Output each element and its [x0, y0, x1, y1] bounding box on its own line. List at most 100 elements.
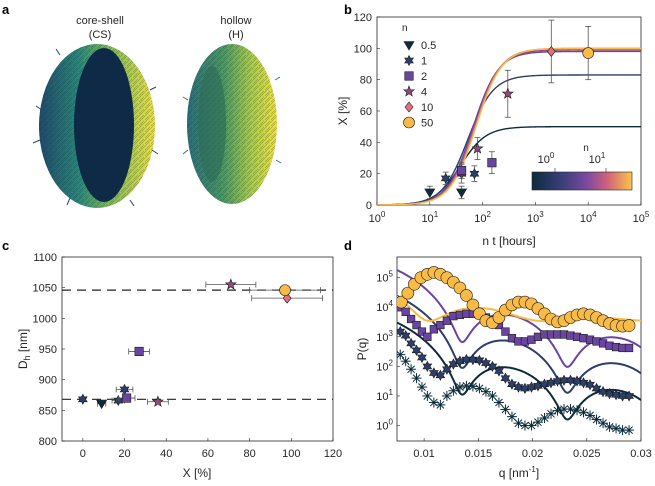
d-point-n0.5-stroke — [475, 384, 484, 393]
d-point-n2 — [412, 320, 421, 330]
d-point-n1 — [494, 365, 504, 377]
legend-label-n4: 4 — [421, 87, 427, 99]
panel-label-d: d — [344, 238, 352, 253]
d-point-n0.5 — [411, 373, 422, 384]
panel-label-c: c — [2, 238, 9, 253]
colorbar-tick-0-exp: 0 — [550, 151, 555, 160]
d-xtick-label: 0.01 — [413, 448, 434, 460]
d-point-n0.5 — [435, 399, 446, 410]
colorbar-tick-0: 100 — [538, 151, 555, 166]
d-point-n0.5 — [406, 364, 417, 375]
c-point-n4 — [151, 395, 164, 407]
b-xtick-label-base: 10 — [369, 213, 381, 225]
d-point-n0.5-stroke — [456, 383, 464, 391]
b-ytick-label: 100 — [354, 43, 372, 55]
panel-d-axes-box — [396, 256, 642, 442]
d-point-n1 — [513, 381, 524, 393]
d-point-n0.5-stroke — [560, 405, 568, 413]
d-point-n0.5 — [474, 383, 485, 394]
hollow-title-line2: (H) — [228, 29, 243, 41]
d-point-n50 — [397, 295, 408, 309]
b-xtick-label-exp: 2 — [486, 210, 491, 219]
d-point-n0.5 — [539, 412, 550, 423]
d-point-n0.5-stroke — [540, 414, 549, 422]
c-ytick-label: 900 — [39, 375, 57, 387]
cs-title-line1: core-shell — [76, 15, 124, 27]
d-point-n50 — [460, 289, 473, 302]
colorbar-gradient — [531, 171, 633, 191]
d-point-n2 — [624, 343, 634, 353]
d-point-n0.5 — [480, 386, 491, 397]
panel-d-xlabel: q [nm-1] — [499, 465, 539, 480]
d-point-n0.5 — [493, 397, 504, 408]
b-ytick-label: 20 — [360, 169, 372, 181]
c-xtick-label: 120 — [324, 448, 342, 460]
d-point-n2 — [429, 325, 438, 334]
d-point-n2 — [423, 332, 432, 341]
d-point-n50 — [622, 319, 636, 332]
d-point-n0.5-stroke — [482, 387, 490, 396]
d-point-n0.5-stroke — [618, 426, 627, 435]
d-point-n0.5-stroke — [521, 421, 529, 430]
b-xtick-label: 100 — [369, 210, 386, 225]
legend-label-n10: 10 — [421, 102, 433, 114]
d-point-n1 — [411, 344, 422, 356]
b-xtick-label-base: 10 — [527, 213, 539, 225]
d-point-n0.5 — [500, 404, 511, 415]
d-ytick-label-exp: 3 — [389, 329, 394, 338]
d-point-n0.5-stroke — [488, 392, 497, 400]
c-ytick-label: 1000 — [33, 313, 57, 325]
d-point-n50 — [401, 286, 415, 300]
d-ytick-label-exp: 0 — [389, 418, 394, 427]
d-point-n0.5-stroke — [462, 381, 471, 390]
b-point-n2 — [487, 158, 497, 168]
b-point-n50 — [582, 47, 595, 59]
d-point-n0.5 — [572, 405, 583, 416]
b-xtick-label-exp: 4 — [592, 210, 597, 219]
b-curve-n0.5 — [377, 125, 641, 205]
b-xtick-label: 102 — [474, 210, 491, 225]
d-ytick-label-base: 10 — [376, 391, 388, 403]
d-point-n1 — [487, 360, 498, 373]
d-point-n0.5 — [513, 418, 524, 429]
d-xtick-label: 0.02 — [522, 448, 543, 460]
d-point-n0.5-stroke — [514, 419, 523, 428]
d-point-n0.5-stroke — [429, 398, 438, 407]
panel-c-ylabel-unit: [nm] — [16, 329, 30, 356]
c-ytick-label: 1100 — [33, 252, 57, 264]
cs-title-line2: (CS) — [89, 29, 112, 41]
d-point-n0.5 — [585, 410, 596, 421]
b-xtick-label: 104 — [580, 210, 597, 225]
panel-c-ylabel-main: D — [16, 360, 30, 369]
legend-marker-n4 — [402, 85, 416, 97]
b-point-n4 — [471, 142, 484, 154]
b-point-n1 — [440, 172, 451, 185]
b-ytick-label: 0 — [366, 200, 372, 212]
d-xtick-label: 0.025 — [573, 448, 601, 460]
panel-d-ylabel: P(q) — [355, 338, 369, 361]
d-xtick-label: 0.03 — [630, 448, 651, 460]
d-point-n2 — [401, 307, 410, 316]
b-point-n10 — [546, 45, 556, 57]
b-xtick-label: 103 — [527, 210, 544, 225]
d-point-n0.5 — [467, 381, 478, 392]
legend-marker-n50 — [403, 116, 415, 129]
d-point-n0.5-stroke — [449, 386, 458, 395]
c-point-n50 — [279, 284, 291, 296]
c-point-n2 — [134, 346, 144, 357]
d-point-n0.5-stroke — [553, 406, 562, 415]
d-point-n1 — [435, 369, 446, 381]
d-point-n1 — [591, 382, 602, 395]
b-xtick-label: 105 — [633, 210, 650, 225]
d-ytick-label: 100 — [376, 418, 393, 433]
colorbar-tick-1-base: 10 — [589, 154, 601, 166]
d-point-n1 — [406, 337, 416, 350]
b-xtick-label-exp: 1 — [434, 210, 439, 219]
colorbar-tick-0-base: 10 — [538, 154, 550, 166]
b-xtick-label: 101 — [421, 210, 438, 225]
b-ytick-label: 80 — [360, 75, 372, 87]
c-xtick-label: 40 — [160, 448, 172, 460]
panel-c-xlabel: X [%] — [183, 466, 212, 480]
d-point-n1 — [572, 375, 582, 387]
